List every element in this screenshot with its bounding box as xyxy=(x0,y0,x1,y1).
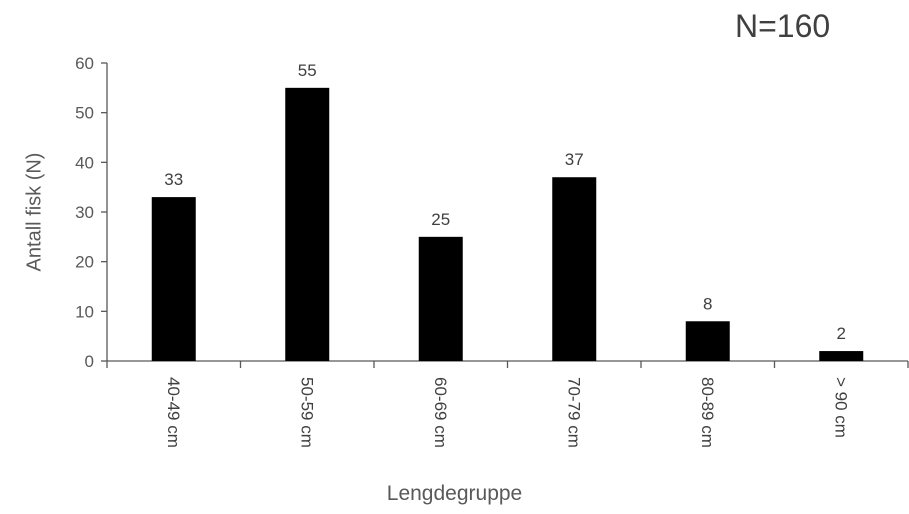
bar xyxy=(685,321,730,361)
x-tick-label: 60-69 cm xyxy=(431,377,450,448)
data-label: 37 xyxy=(565,150,584,169)
y-tick-label: 20 xyxy=(75,253,94,272)
x-tick-label: > 90 cm xyxy=(831,377,850,438)
x-axis: 40-49 cm 50-59 cm 60-69 cm 70-79 cm 80-89 cm… xyxy=(106,360,909,448)
bar xyxy=(552,177,597,361)
x-axis-title: Lengdegruppe xyxy=(386,482,523,505)
bar xyxy=(418,236,463,361)
bar xyxy=(819,351,864,361)
bar xyxy=(285,87,330,361)
bar xyxy=(151,197,196,361)
x-tick-label: 50-59 cm xyxy=(297,377,316,448)
y-tick-label: 30 xyxy=(75,203,94,222)
y-tick-label: 60 xyxy=(75,54,94,73)
data-label: 25 xyxy=(431,210,450,229)
x-tick-label: 70-79 cm xyxy=(564,377,583,448)
y-axis: 0 10 20 30 40 50 60 xyxy=(75,54,108,371)
data-labels: 33 55 25 37 8 2 xyxy=(164,61,846,343)
data-label: 2 xyxy=(837,324,846,343)
sample-size-annotation: N=160 xyxy=(735,8,831,44)
data-label: 33 xyxy=(164,170,183,189)
data-label: 55 xyxy=(298,61,317,80)
y-tick-label: 0 xyxy=(85,352,94,371)
y-tick-label: 10 xyxy=(75,302,94,321)
x-tick-label: 80-89 cm xyxy=(698,377,717,448)
bars xyxy=(151,87,864,361)
x-tick-label: 40-49 cm xyxy=(164,377,183,448)
y-tick-label: 50 xyxy=(75,104,94,123)
y-tick-label: 40 xyxy=(75,153,94,172)
data-label: 8 xyxy=(703,294,712,313)
